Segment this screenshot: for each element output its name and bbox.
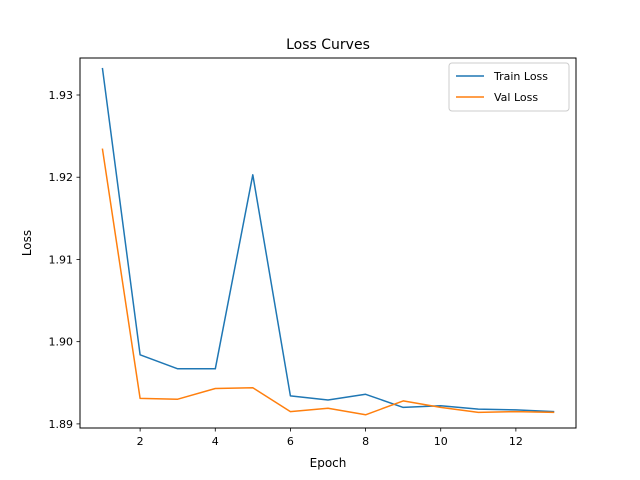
y-tick-label: 1.92 xyxy=(49,171,74,184)
y-tick-label: 1.91 xyxy=(49,253,74,266)
legend-label-train-loss: Train Loss xyxy=(493,70,548,83)
legend: Train Loss Val Loss xyxy=(448,62,570,112)
y-tick-label: 1.93 xyxy=(49,89,74,102)
y-tick-label: 1.89 xyxy=(49,418,74,431)
chart-title: Loss Curves xyxy=(286,37,370,53)
x-tick-label: 12 xyxy=(509,435,523,448)
series-line-val-loss xyxy=(101,148,555,416)
x-axis-ticks: 2 4 6 8 10 12 xyxy=(137,428,523,448)
x-tick-label: 8 xyxy=(362,435,369,448)
series-line-train-loss xyxy=(101,67,555,413)
x-tick-label: 4 xyxy=(212,435,219,448)
y-tick-label: 1.90 xyxy=(49,336,74,349)
x-tick-label: 10 xyxy=(434,435,448,448)
series-layer xyxy=(101,67,555,416)
legend-label-val-loss: Val Loss xyxy=(494,91,538,104)
y-axis-label: Loss xyxy=(20,230,34,256)
legend-box xyxy=(448,62,570,112)
plot-area: 2 4 6 8 10 12 1.89 1.90 1.91 1.92 1.93 xyxy=(49,57,577,448)
plot-frame xyxy=(79,57,577,429)
x-axis-label: Epoch xyxy=(310,456,347,470)
y-axis-ticks: 1.89 1.90 1.91 1.92 1.93 xyxy=(49,89,80,431)
x-tick-label: 2 xyxy=(137,435,144,448)
x-tick-label: 6 xyxy=(287,435,294,448)
